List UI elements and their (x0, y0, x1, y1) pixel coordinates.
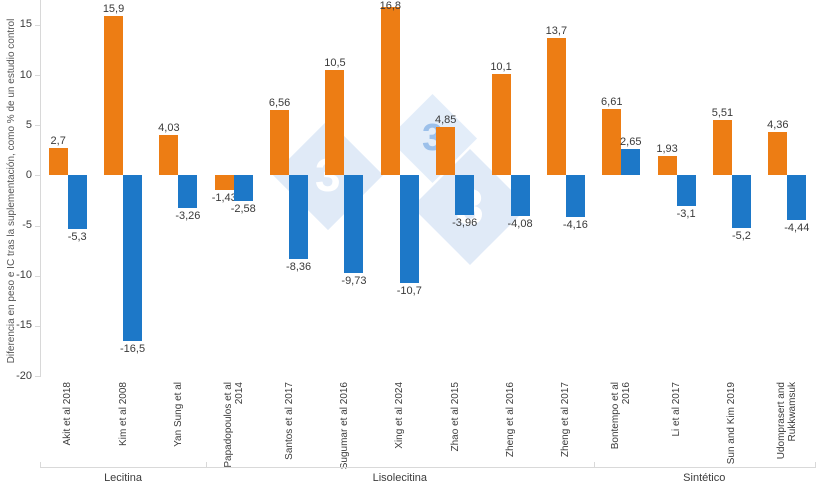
bar-value-label: 15,9 (102, 2, 125, 15)
group-separator-line (40, 467, 815, 468)
bar-orange-series (104, 15, 124, 176)
bar-blue-series (399, 175, 419, 283)
group-separator-tick (206, 462, 208, 468)
bar-value-label: 1,93 (656, 143, 678, 156)
bar-blue-series (787, 175, 807, 220)
bar-blue-series (289, 175, 309, 260)
bar-orange-series (491, 74, 511, 176)
bar-blue-series (178, 175, 198, 209)
group-label: Lisolecitina (372, 472, 428, 484)
bar-orange-series (768, 131, 788, 176)
bar-value-label: 2,65 (620, 135, 642, 148)
bar-orange-series (48, 148, 68, 176)
group-separator-tick (815, 462, 816, 468)
bar-orange-series (270, 109, 290, 176)
bar-value-label: -1,43 (211, 191, 237, 204)
x-axis-label: Papadopoulos et al (222, 382, 234, 468)
bar-blue-series (67, 175, 87, 229)
bar-value-label: 4,03 (158, 121, 180, 134)
bar-value-label: -5,2 (731, 229, 751, 242)
x-axis-label: Bontempo et al (610, 382, 622, 450)
y-axis-tick (35, 75, 40, 77)
x-axis-label: Yan Sung et al (172, 382, 184, 447)
x-axis-label: Sun and Kim 2019 (726, 382, 738, 465)
bar-orange-series (380, 6, 400, 176)
bar-value-label: -5,3 (67, 230, 87, 243)
y-axis-tick-label: 5 (25, 118, 32, 131)
y-axis-line (40, 0, 41, 377)
bar-value-label: 6,56 (268, 96, 291, 109)
bar-orange-series (325, 70, 345, 176)
x-axis-label: 2016 (621, 382, 633, 405)
y-axis-tick-label: -15 (16, 319, 32, 332)
bar-blue-series (123, 175, 143, 341)
bar-blue-series (455, 175, 475, 216)
bar-value-label: -2,58 (230, 203, 256, 216)
bar-blue-series (565, 175, 585, 218)
y-axis-tick (35, 175, 40, 177)
x-axis-label: Zhao et al 2015 (449, 382, 461, 452)
x-axis-label: Zheng et al 2017 (560, 382, 572, 458)
bar-value-label: -16,5 (119, 342, 146, 355)
bar-blue-series (676, 175, 696, 207)
x-axis-label: Li et al 2017 (671, 382, 683, 437)
x-axis-label: Akit et al 2018 (62, 382, 74, 446)
x-axis-label: 2014 (233, 382, 245, 405)
bar-orange-series (602, 109, 622, 176)
bar-value-label: -3,1 (676, 208, 696, 221)
bar-value-label: 10,1 (490, 61, 512, 74)
bar-blue-series (344, 175, 364, 273)
bar-value-label: -10,7 (396, 284, 422, 297)
bar-value-label: -4,08 (507, 218, 533, 231)
bar-value-label: 2,7 (50, 135, 66, 148)
y-axis-tick (35, 225, 40, 227)
bar-value-label: 10,5 (324, 57, 346, 70)
bar-value-label: -3,26 (175, 210, 201, 223)
y-axis-tick (35, 376, 40, 377)
y-axis-tick (35, 325, 40, 327)
x-axis-label: Santos et al 2017 (283, 382, 295, 460)
y-axis-tick-label: 10 (19, 68, 32, 81)
x-axis-label: Udomprasert and (776, 382, 788, 460)
bar-orange-series (159, 134, 179, 176)
y-axis-tick-label: -20 (16, 369, 32, 382)
x-axis-label: Sugumar et al 2016 (338, 382, 350, 470)
bar-value-label: -4,44 (784, 221, 810, 234)
bar-orange-series (436, 126, 456, 176)
bar-value-label: -4,16 (562, 219, 588, 232)
bar-blue-series (510, 175, 530, 217)
group-separator-tick (593, 462, 595, 468)
x-axis-label: Rukkwamsuk (787, 382, 799, 442)
bar-value-label: 4,85 (434, 113, 457, 126)
bar-orange-series (214, 175, 234, 190)
y-axis-tick (35, 275, 40, 277)
x-axis-label: Xing et al 2024 (394, 382, 406, 449)
y-axis-tick-label: 0 (25, 168, 32, 181)
bar-blue-series (731, 175, 751, 228)
bar-blue-series (233, 175, 253, 202)
bar-blue-series (621, 148, 641, 176)
bar-value-label: -9,73 (341, 274, 367, 287)
group-separator-tick (40, 462, 41, 468)
x-axis-label: Zheng et al 2016 (505, 382, 517, 458)
x-axis-label: Kim et al 2008 (117, 382, 129, 446)
bar-value-label: -8,36 (286, 261, 312, 274)
y-axis-tick-label: -5 (22, 219, 32, 232)
y-axis-tick-label: 15 (19, 18, 32, 31)
bar-value-label: -3,96 (452, 217, 478, 230)
bar-orange-series (657, 156, 677, 176)
group-label: Sintético (683, 472, 726, 484)
bar-orange-series (712, 120, 732, 176)
y-axis-tick (35, 125, 40, 127)
bar-value-label: 13,7 (545, 24, 568, 37)
group-label: Lecitina (104, 472, 142, 484)
bar-orange-series (546, 37, 566, 176)
bar-value-label: 5,51 (711, 107, 734, 120)
y-axis-tick-label: -10 (16, 269, 32, 282)
bar-value-label: 4,36 (767, 118, 789, 131)
bar-value-label: 16,8 (379, 0, 402, 12)
bar-value-label: 6,61 (601, 96, 623, 109)
y-axis-tick (35, 24, 40, 26)
